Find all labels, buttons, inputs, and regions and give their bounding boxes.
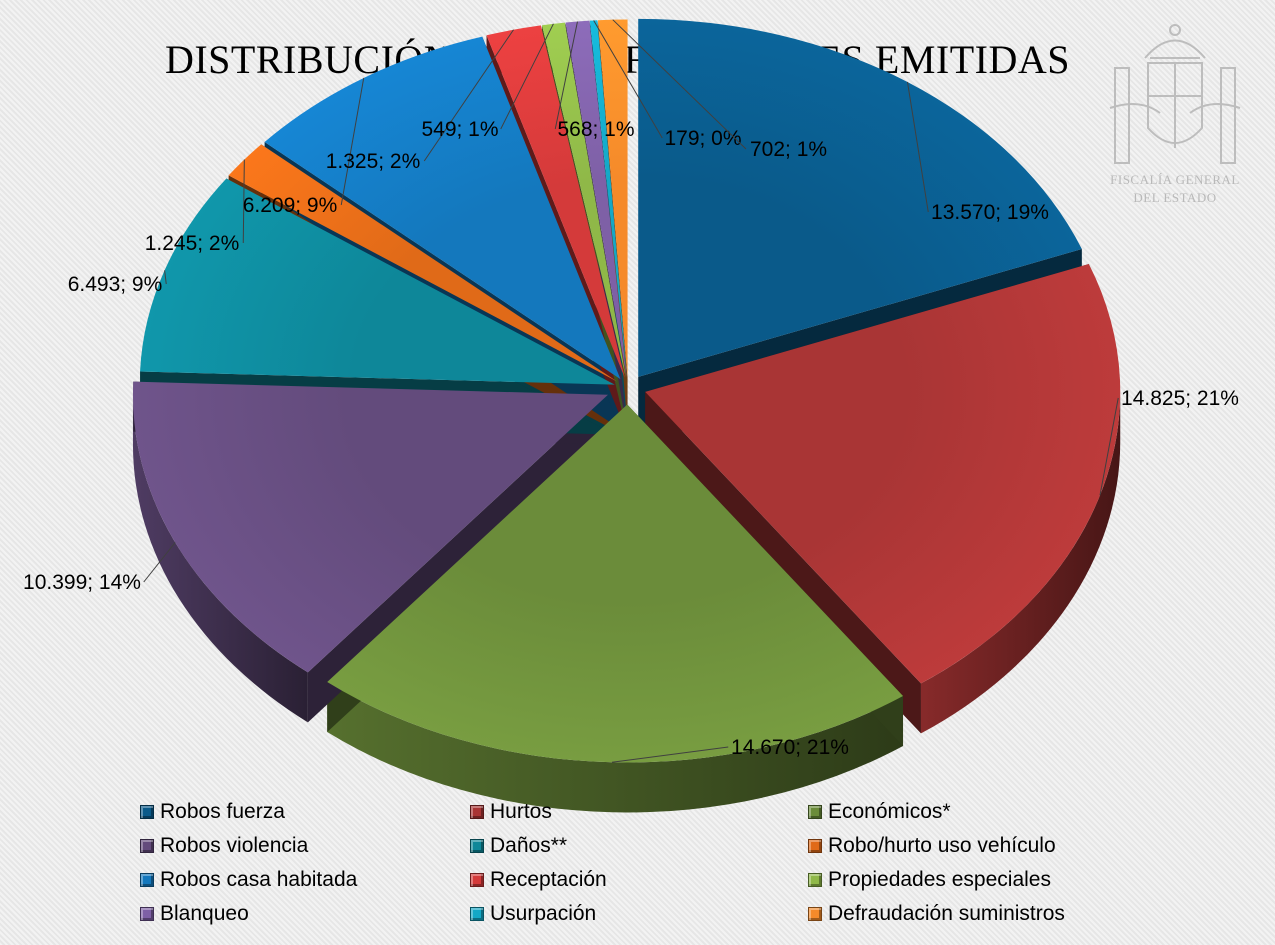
emblem-text-line1: FISCALÍA GENERAL [1110, 172, 1240, 187]
pie-slice-da-os [140, 178, 615, 385]
data-label: 14.670; 21% [731, 736, 849, 759]
data-label: 6.209; 9% [243, 194, 338, 217]
pie-slice-propiedades-especiales [542, 22, 626, 378]
leader-line [340, 77, 365, 206]
leader-line [593, 20, 663, 139]
legend-swatch [470, 805, 484, 819]
pie-slice-econ-micos [327, 404, 904, 763]
coat-of-arms-logo [1109, 24, 1241, 164]
legend-item: Robos violencia [140, 834, 308, 858]
legend-item: Blanqueo [140, 902, 249, 926]
legend-item: Hurtos [470, 800, 552, 824]
legend-swatch [140, 839, 154, 853]
leader-line [554, 21, 578, 130]
legend-label: Robos fuerza [160, 800, 285, 823]
pie-slice-blanqueo [565, 20, 627, 378]
leader-line [423, 29, 514, 162]
leader-line [164, 270, 167, 285]
legend-label: Económicos* [828, 800, 951, 823]
pie-slice-usurpaci-n [589, 20, 628, 378]
pie-slice-robos-violencia [132, 381, 608, 673]
pie-slice-side [327, 682, 904, 813]
legend-swatch [470, 907, 484, 921]
emblem-text-line2: DEL ESTADO [1133, 190, 1217, 205]
legend-label: Propiedades especiales [828, 868, 1051, 891]
data-label: 549; 1% [421, 118, 498, 141]
pie-slice-robos-casa-habitada [264, 36, 621, 380]
legend-swatch [808, 839, 822, 853]
legend-label: Daños** [490, 834, 568, 857]
legend-swatch [140, 907, 154, 921]
legend-item: Robos fuerza [140, 800, 285, 824]
leader-line [612, 19, 747, 150]
pie-slice-hurtos [645, 263, 1121, 684]
data-label: 6.493; 9% [68, 273, 163, 296]
legend-label: Robos casa habitada [160, 868, 358, 891]
legend-item: Receptación [470, 868, 607, 892]
data-labels: 13.570; 19% 14.825; 21% 14.670; 21% 10.399;… [23, 19, 1239, 763]
legend-label: Hurtos [490, 800, 552, 823]
data-label: 1.325; 2% [326, 150, 421, 173]
pie-slice-robo-hurto-uso-veh-culo [228, 144, 618, 382]
legend-item: Usurpación [470, 902, 596, 926]
leader-line [906, 81, 929, 213]
pie-top-faces [132, 18, 1121, 763]
legend-swatch [140, 805, 154, 819]
legend-label: Robo/hurto uso vehículo [828, 834, 1056, 857]
legend-label: Robos violencia [160, 834, 309, 857]
legend-item: Propiedades especiales [808, 868, 1051, 892]
leader-line [242, 159, 245, 244]
legend-swatch [470, 873, 484, 887]
data-label: 1.245; 2% [145, 232, 240, 255]
legend-item: Defraudación suministros [808, 902, 1065, 926]
legend-item: Económicos* [808, 800, 951, 824]
pie-slice-receptaci-n [486, 25, 625, 378]
data-label: 702; 1% [750, 138, 827, 161]
legend-label: Receptación [490, 868, 607, 891]
data-label: 14.825; 21% [1121, 387, 1239, 410]
legend-label: Blanqueo [160, 902, 249, 925]
legend-item: Robos casa habitada [140, 868, 357, 892]
data-label: 10.399; 14% [23, 571, 141, 594]
legend-swatch [808, 873, 822, 887]
data-label: 13.570; 19% [931, 201, 1049, 224]
legend-item: Daños** [470, 834, 567, 858]
legend-swatch [808, 805, 822, 819]
data-label: 568; 1% [557, 118, 634, 141]
leader-line [1099, 397, 1119, 496]
pie-slice-defraudaci-n-suministros [597, 19, 628, 378]
pie-slice-side [920, 391, 1121, 734]
pie-side-walls [132, 391, 1121, 813]
leader-line [500, 23, 554, 130]
legend-item: Robo/hurto uso vehículo [808, 834, 1056, 858]
leader-line [143, 542, 176, 583]
legend-swatch [808, 907, 822, 921]
data-label: 179; 0% [664, 127, 741, 150]
pie-slice-side [132, 394, 308, 723]
leader-line [611, 746, 729, 763]
legend-swatch [140, 873, 154, 887]
pie-slice-robos-fuerza [638, 18, 1082, 377]
legend-swatch [470, 839, 484, 853]
legend-label: Usurpación [490, 902, 597, 925]
legend-label: Defraudación suministros [828, 902, 1065, 925]
